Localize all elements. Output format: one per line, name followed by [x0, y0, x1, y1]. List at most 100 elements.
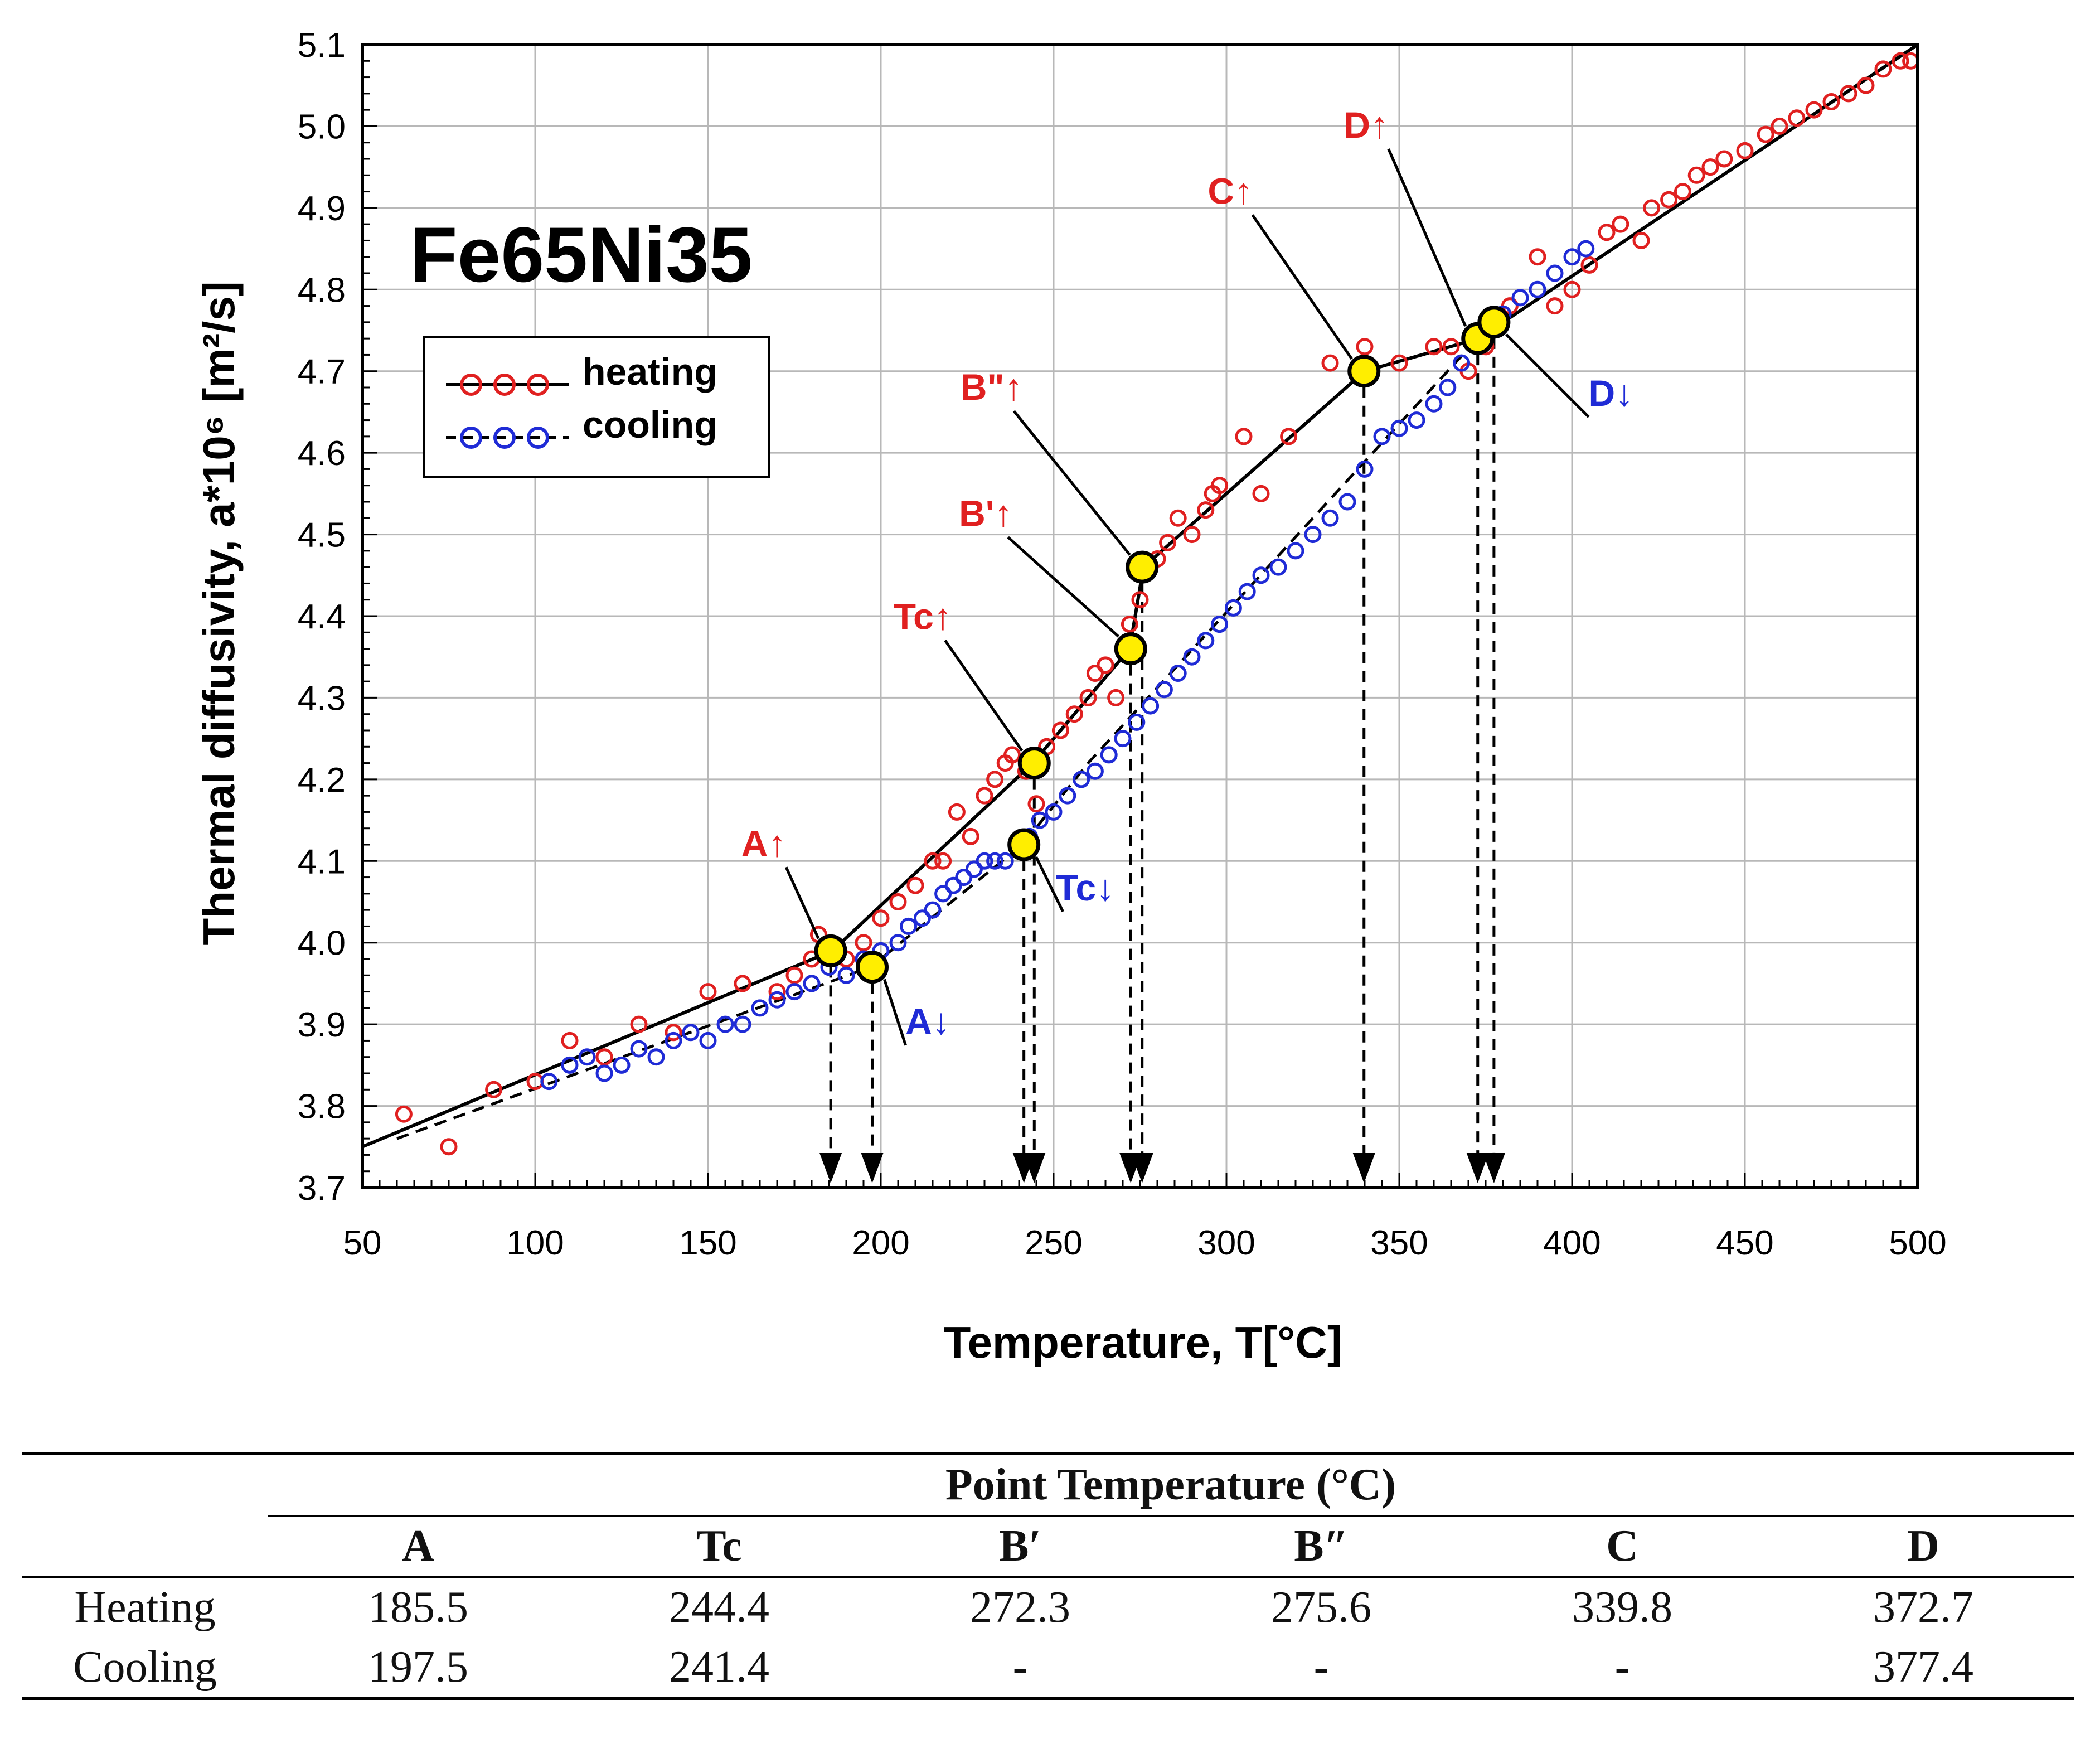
cooling-data-point	[1169, 665, 1187, 682]
column-header-b-double-prime: B″	[1171, 1515, 1472, 1578]
x-tick-label: 400	[1543, 1224, 1601, 1262]
heating-data-point	[485, 1081, 503, 1098]
transition-guide-arrowhead	[1131, 1153, 1153, 1183]
legend-marker-cooling	[460, 427, 482, 449]
legend-marker-cooling	[493, 427, 516, 449]
cooling-data-point	[699, 1031, 717, 1049]
heating-data-point	[440, 1138, 458, 1156]
y-tick-label: 4.9	[298, 190, 346, 228]
cooling-data-point	[889, 934, 907, 952]
y-tick-label: 4.2	[298, 761, 346, 800]
cooling-data-point	[1059, 787, 1076, 805]
heating-data-point	[1674, 183, 1691, 201]
heating-data-point	[1425, 338, 1443, 356]
y-tick-label: 4.5	[298, 516, 346, 555]
table-cell: 241.4	[569, 1638, 870, 1700]
cooling-data-point	[1128, 713, 1146, 731]
annotation-label: B'↑	[959, 493, 1012, 534]
thermal-diffusivity-chart: A↑ A↓ Tc↑ Tc↓ B'↑ B"↑ C↑ D↑ D↓ 50 100 150 200 250 300…	[194, 26, 1947, 1367]
annotation-leader-line	[1007, 536, 1119, 638]
heating-data-point	[1612, 215, 1629, 233]
y-tick-label: 5.1	[298, 26, 346, 65]
x-tick-label: 500	[1889, 1224, 1946, 1262]
cooling-data-point	[540, 1073, 558, 1091]
cooling-data-point	[716, 1015, 734, 1033]
cooling-data-point	[976, 852, 993, 870]
cooling-data-point	[1211, 616, 1229, 633]
heating-data-point	[1097, 656, 1114, 674]
heating-data-point	[1159, 534, 1177, 551]
cooling-data-point	[1031, 811, 1049, 829]
table-group-header: Point Temperature (°C)	[268, 1452, 2074, 1517]
heating-data-point	[699, 983, 717, 1001]
table-cell: 272.3	[970, 1583, 1070, 1632]
legend: heating cooling	[423, 336, 770, 478]
heating-data-point	[1183, 526, 1201, 544]
transition-point-marker	[1007, 828, 1041, 861]
heating-data-point	[1086, 665, 1104, 682]
y-tick-label: 4.0	[298, 924, 346, 963]
legend-marker-heating	[493, 374, 516, 396]
heating-data-point	[948, 803, 966, 821]
transition-guide-arrowhead	[819, 1153, 842, 1183]
heating-data-point	[1805, 101, 1823, 119]
cooling-data-point	[734, 1015, 751, 1033]
heating-data-point	[1051, 721, 1069, 739]
heating-data-point	[872, 909, 890, 927]
cooling-data-point	[1439, 379, 1457, 396]
heating-fit-line	[361, 43, 1919, 1149]
heating-data-point	[1390, 354, 1408, 372]
transition-point-marker	[1347, 355, 1381, 388]
y-tick-label: 3.9	[298, 1006, 346, 1044]
cooling-data-point	[1453, 354, 1471, 372]
transition-point-marker	[1114, 632, 1147, 666]
cooling-data-point	[1546, 264, 1564, 282]
cooling-data-point	[768, 991, 786, 1009]
heating-data-point	[1003, 746, 1021, 764]
heating-data-point	[889, 893, 907, 910]
heating-data-point	[986, 771, 1004, 788]
y-tick-label: 4.4	[298, 598, 346, 636]
heating-data-point	[630, 1015, 648, 1033]
heating-data-point	[1892, 52, 1909, 70]
table-corner-2	[22, 1515, 268, 1578]
heating-data-point	[1169, 509, 1187, 527]
x-tick-label: 250	[1025, 1224, 1082, 1262]
heating-data-point	[855, 934, 872, 952]
table-cell: 244.4	[669, 1583, 769, 1632]
cooling-data-point	[803, 975, 821, 992]
heating-data-point	[1563, 280, 1581, 298]
heating-data-point	[1757, 125, 1774, 143]
heating-data-point	[1121, 616, 1138, 633]
transition-point-marker	[1477, 306, 1511, 339]
transition-point-marker	[856, 951, 889, 984]
cooling-data-point	[1086, 762, 1104, 780]
x-tick-label: 450	[1716, 1224, 1773, 1262]
transition-guide-arrowhead	[1466, 1153, 1489, 1183]
table-corner	[22, 1452, 268, 1516]
heating-data-point	[1902, 52, 1920, 70]
cooling-data-point	[934, 885, 952, 903]
x-tick-label: 300	[1197, 1224, 1255, 1262]
heating-data-point	[1736, 142, 1754, 159]
annotation-leader-line	[784, 866, 820, 939]
heating-data-point	[962, 827, 979, 845]
column-header-c: C	[1472, 1515, 1773, 1578]
cooling-data-point	[1408, 411, 1425, 429]
heating-data-point	[785, 966, 803, 984]
cooling-data-point	[595, 1064, 613, 1082]
cooling-data-point	[1529, 280, 1546, 298]
chart-title: Fe65Ni35	[410, 211, 753, 298]
row-label: Heating	[74, 1583, 216, 1632]
cooling-data-point	[613, 1056, 631, 1074]
table-cell: 275.6	[1271, 1583, 1371, 1632]
x-tick-label: 350	[1370, 1224, 1428, 1262]
heating-data-point	[1632, 231, 1650, 249]
x-tick-label: 150	[679, 1224, 736, 1262]
annotation-leader-line	[1012, 410, 1131, 556]
cooling-data-point	[1373, 428, 1391, 445]
cooling-data-point	[1114, 730, 1132, 748]
heating-data-point	[1529, 248, 1546, 266]
cooling-data-point	[837, 966, 855, 984]
cooling-data-point	[785, 983, 803, 1001]
